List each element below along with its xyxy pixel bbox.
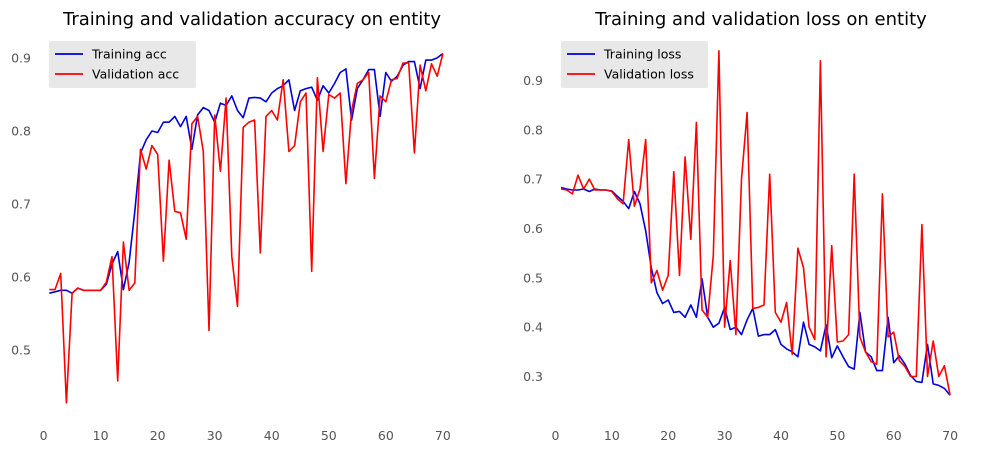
legend-label-validation-acc: Validation acc <box>92 67 179 82</box>
y-tick-label: 0.7 <box>11 197 31 212</box>
x-tick-label: 60 <box>886 428 902 443</box>
y-tick-label: 0.6 <box>11 270 31 285</box>
y-tick-label: 0.6 <box>523 221 543 236</box>
series-line-training-loss <box>560 186 951 396</box>
x-tick-label: 40 <box>264 428 280 443</box>
y-tick-label: 0.5 <box>523 270 543 285</box>
plot-area <box>49 52 444 404</box>
series-line-validation-loss <box>560 49 951 396</box>
x-tick-label: 40 <box>773 428 789 443</box>
y-tick-label: 0.4 <box>523 320 543 335</box>
legend: Training acc Validation acc <box>49 41 196 88</box>
legend-label-training-loss: Training loss <box>603 47 681 62</box>
x-tick-label: 70 <box>435 428 451 443</box>
x-tick-label: 20 <box>150 428 166 443</box>
series-line-validation-acc <box>49 53 444 404</box>
x-tick-label: 60 <box>378 428 394 443</box>
x-tick-label: 50 <box>321 428 337 443</box>
x-tick-label: 30 <box>717 428 733 443</box>
legend-box <box>561 41 708 88</box>
y-tick-label: 0.3 <box>523 369 543 384</box>
x-tick-label: 0 <box>40 428 48 443</box>
chart-title: Training and validation accuracy on enti… <box>62 9 441 30</box>
y-tick-label: 0.7 <box>523 172 543 187</box>
chart-loss: Training and validation loss on entity 0… <box>523 9 958 443</box>
x-tick-label: 50 <box>829 428 845 443</box>
legend-label-training-acc: Training acc <box>91 47 167 62</box>
legend-label-validation-loss: Validation loss <box>604 67 694 82</box>
legend-box <box>49 41 196 88</box>
x-tick-label: 10 <box>93 428 109 443</box>
y-tick-label: 0.8 <box>523 122 543 137</box>
plot-area <box>560 49 951 396</box>
x-tick-label: 30 <box>207 428 223 443</box>
x-tick-label: 20 <box>660 428 676 443</box>
x-tick-label: 10 <box>604 428 620 443</box>
x-tick-label: 0 <box>551 428 559 443</box>
chart-title: Training and validation loss on entity <box>594 9 927 30</box>
y-tick-label: 0.9 <box>523 73 543 88</box>
y-tick-label: 0.5 <box>11 343 31 358</box>
y-axis-ticks: 0.3 0.4 0.5 0.6 0.7 0.8 0.9 <box>523 73 543 384</box>
x-tick-label: 70 <box>942 428 958 443</box>
chart-accuracy: Training and validation accuracy on enti… <box>11 9 451 443</box>
y-tick-label: 0.8 <box>11 124 31 139</box>
x-axis-ticks: 0 10 20 30 40 50 60 70 <box>40 428 451 443</box>
y-axis-ticks: 0.5 0.6 0.7 0.8 0.9 <box>11 50 31 357</box>
y-tick-label: 0.9 <box>11 50 31 65</box>
x-axis-ticks: 0 10 20 30 40 50 60 70 <box>551 428 958 443</box>
legend: Training loss Validation loss <box>561 41 708 88</box>
series-line-training-acc <box>49 52 444 295</box>
